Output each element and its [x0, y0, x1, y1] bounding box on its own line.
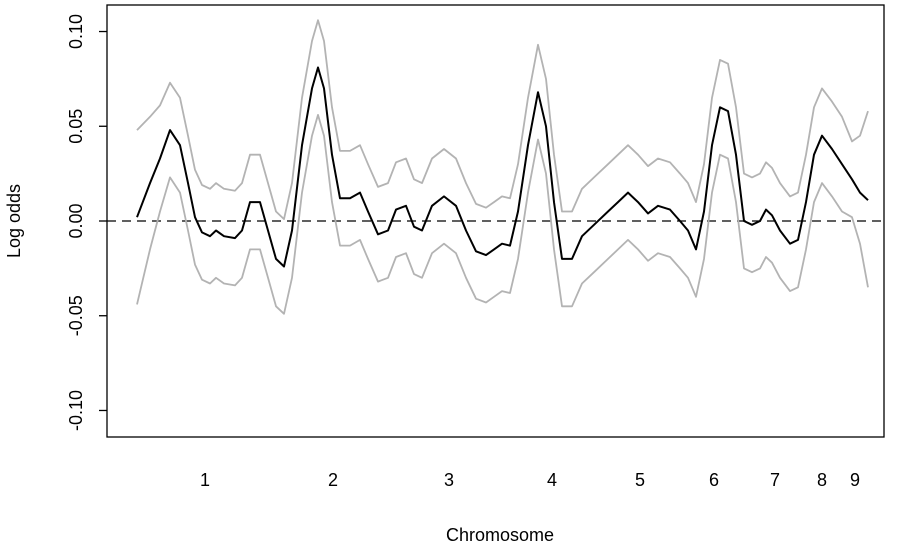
x-axis-label: Chromosome — [446, 525, 554, 545]
x-tick-label: 9 — [850, 470, 860, 490]
x-tick-label: 7 — [770, 470, 780, 490]
series-line — [136, 66, 869, 268]
x-tick-label: 3 — [444, 470, 454, 490]
y-tick-label: 0.00 — [66, 203, 86, 238]
x-tick-label: 4 — [547, 470, 557, 490]
y-tick-label: -0.05 — [66, 295, 86, 336]
y-tick-label: 0.10 — [66, 14, 86, 49]
x-tick-label: 1 — [200, 470, 210, 490]
y-tick-label: 0.05 — [66, 109, 86, 144]
x-tick-label: 5 — [635, 470, 645, 490]
y-axis-label: Log odds — [4, 184, 24, 258]
series-line — [136, 19, 869, 221]
series-line — [136, 114, 869, 315]
x-tick-label: 6 — [709, 470, 719, 490]
y-tick-label: -0.10 — [66, 390, 86, 431]
x-tick-label: 8 — [817, 470, 827, 490]
x-tick-label: 2 — [328, 470, 338, 490]
